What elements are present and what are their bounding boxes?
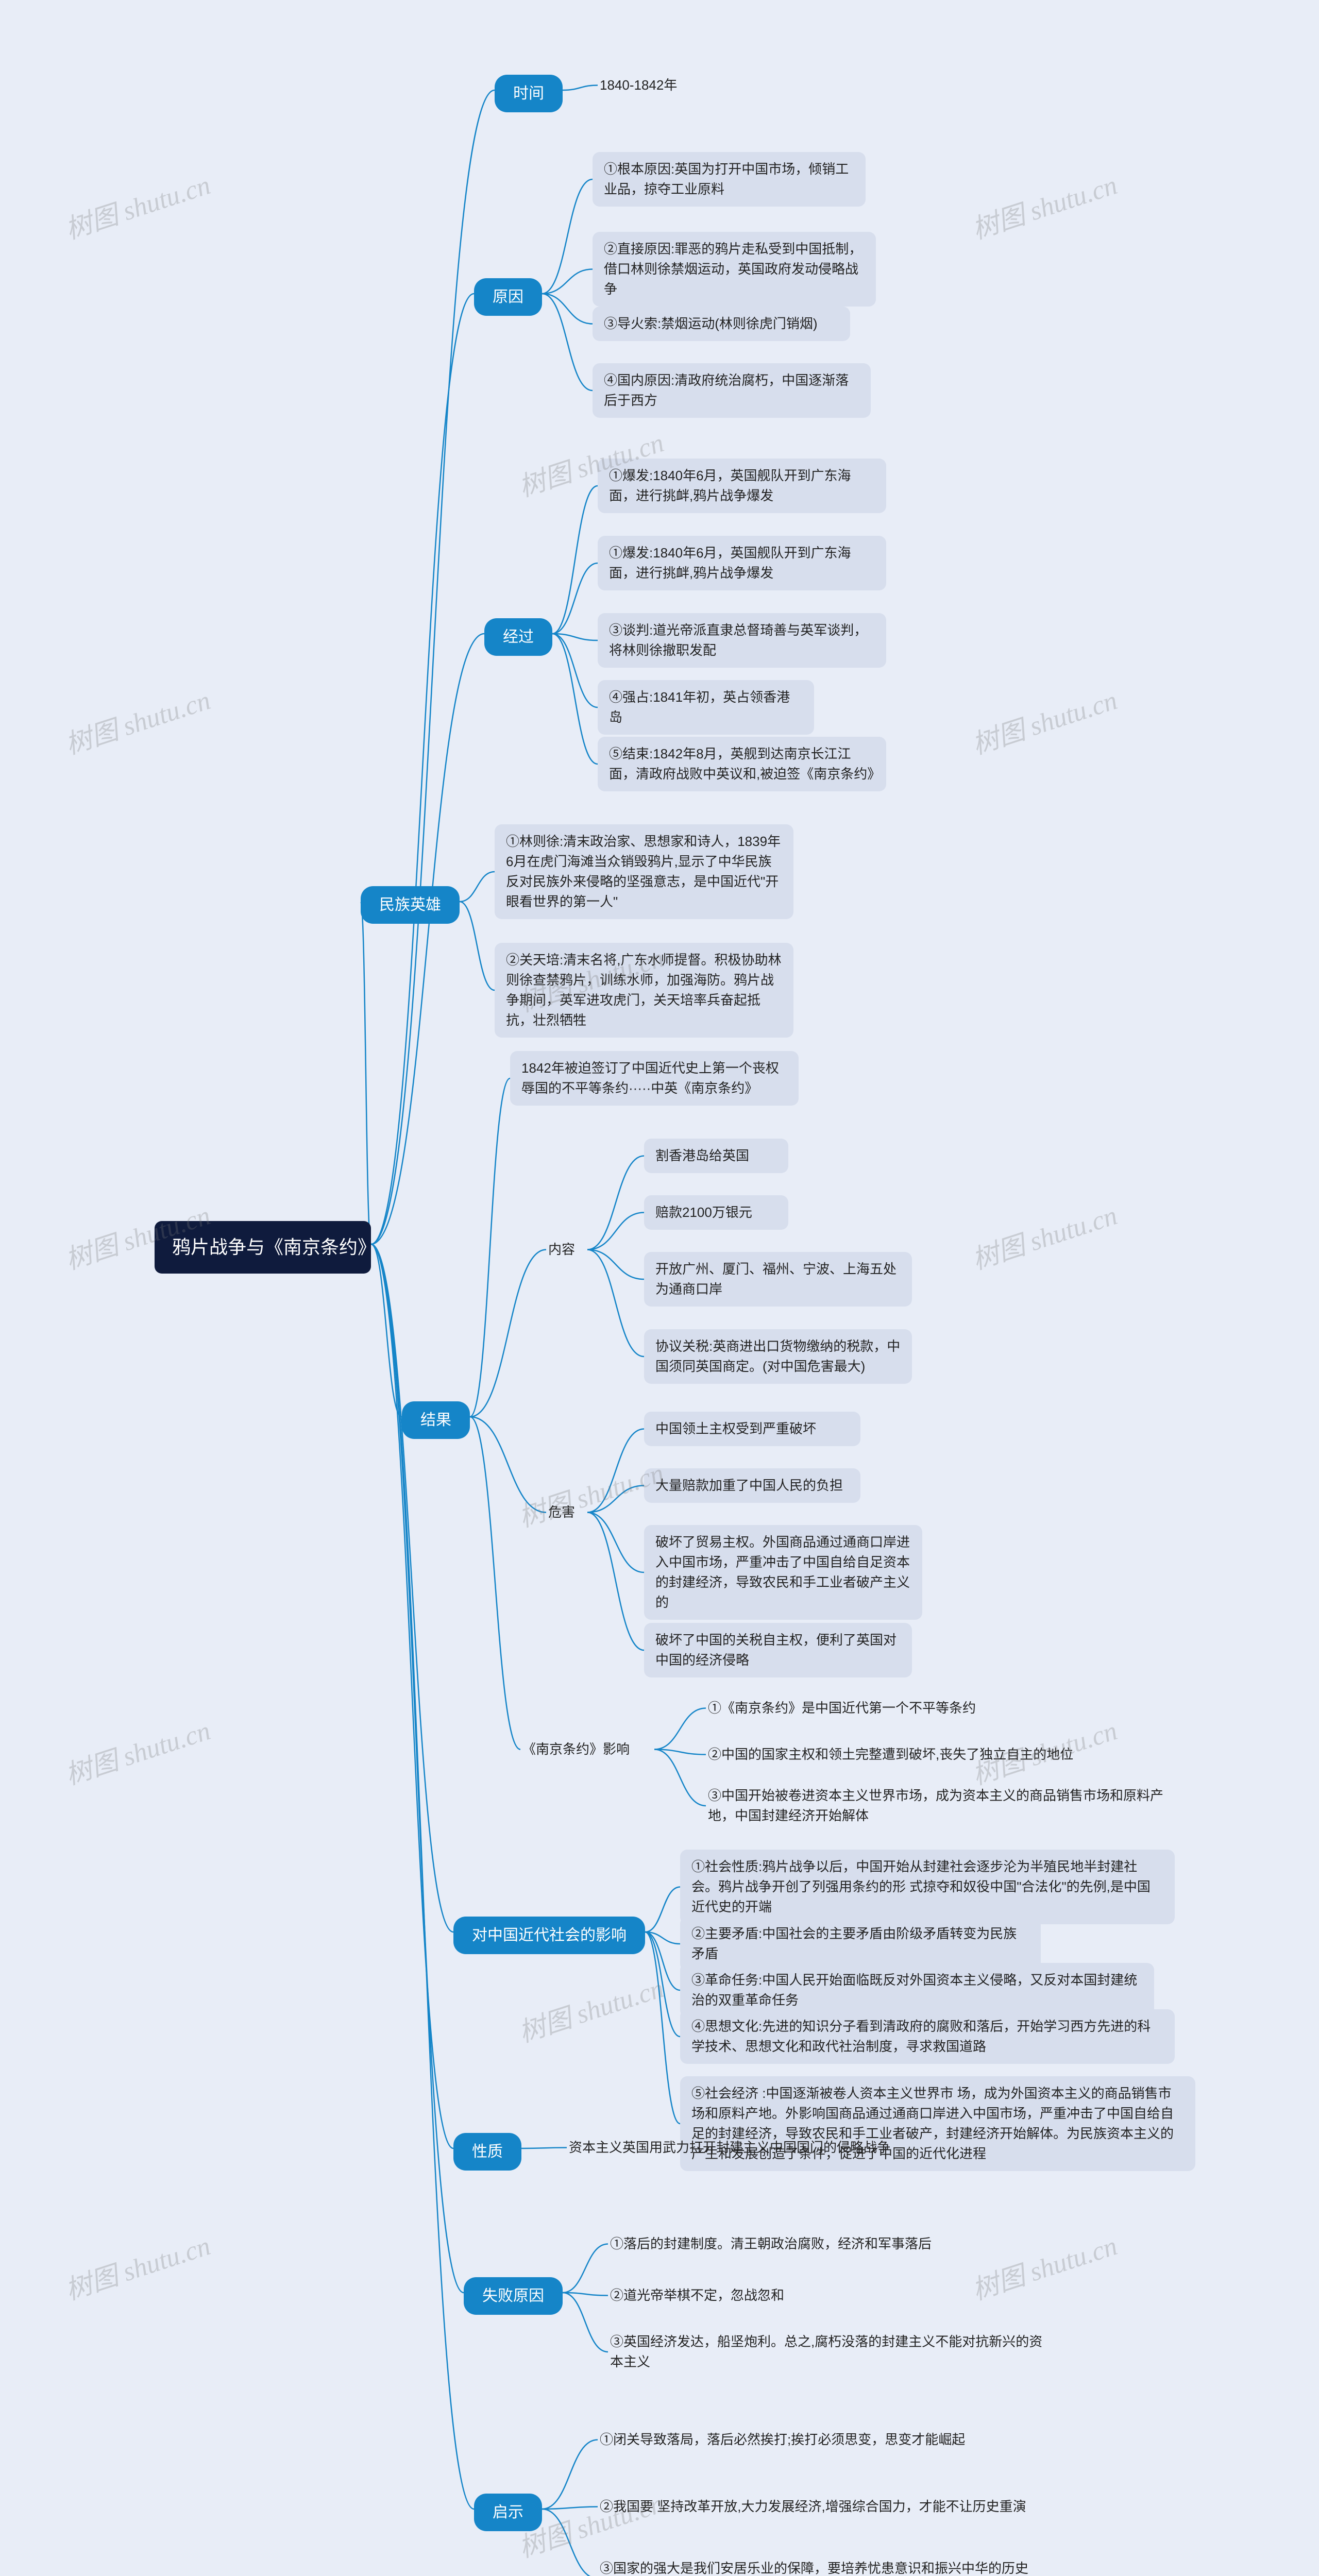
leaf-r_n4: 协议关税:英商进出口货物缴纳的税款，中国须同英国商定。(对中国危害最大)	[644, 1329, 912, 1384]
branch-cause: 原因	[474, 278, 542, 316]
branch-hero: 民族英雄	[361, 886, 460, 924]
watermark: 树图 shutu.cn	[60, 163, 215, 246]
leaf-l1: ①闭关导致落局，落后必然挨打;挨打必须思变，思变才能崛起	[598, 2427, 1010, 2453]
leaf-c4: ④国内原因:清政府统治腐朽，中国逐渐落后于西方	[593, 363, 871, 418]
watermark: 树图 shutu.cn	[967, 163, 1122, 246]
branch-fail: 失败原因	[464, 2277, 563, 2315]
branch-lesson: 启示	[474, 2494, 542, 2531]
watermark: 树图 shutu.cn	[967, 2224, 1122, 2307]
branch-proc: 经过	[484, 618, 552, 656]
watermark: 树图 shutu.cn	[60, 2224, 215, 2307]
leaf-r_wh: 危害	[546, 1499, 587, 1526]
leaf-r_y3: ③中国开始被卷进资本主义世界市场，成为资本主义的商品销售市场和原料产地，中国封建…	[706, 1783, 1170, 1829]
watermark: 树图 shutu.cn	[967, 679, 1122, 761]
leaf-r_n2: 赔款2100万银元	[644, 1195, 788, 1230]
leaf-r_w3: 破坏了贸易主权。外国商品通过通商口岸进入中国市场，严重冲击了中国自给自足资本的封…	[644, 1525, 922, 1620]
leaf-c1: ①根本原因:英国为打开中国市场，倾销工业品，掠夺工业原料	[593, 152, 866, 207]
leaf-r_nr: 内容	[546, 1236, 587, 1263]
leaf-r_y2: ②中国的国家主权和领土完整遭到破坏,丧失了独立自主的地位	[706, 1741, 1097, 1768]
branch-result: 结果	[402, 1401, 470, 1439]
leaf-r_y1: ①《南京条约》是中国近代第一个不平等条约	[706, 1695, 1015, 1721]
leaf-l3: ③国家的强大是我们安居乐业的保障，要培养忧患意识和振兴中华的历史使命感	[598, 2555, 1041, 2576]
leaf-i1: ①社会性质:鸦片战争以后，中国开始从封建社会逐步沦为半殖民地半封建社会。鸦片战争…	[680, 1850, 1175, 1924]
leaf-r_w4: 破坏了中国的关税自主权，便利了英国对中国的经济侵略	[644, 1623, 912, 1677]
leaf-r0: 1842年被迫签订了中国近代史上第一个丧权辱国的不平等条约·····中英《南京条…	[510, 1051, 799, 1106]
leaf-f2: ②道光帝举棋不定，忽战忽和	[608, 2282, 845, 2309]
leaf-h1: ①林则徐:清末政治家、思想家和诗人，1839年6月在虎门海滩当众销毁鸦片,显示了…	[495, 824, 793, 919]
leaf-p1: ①爆发:1840年6月，英国舰队开到广东海面，进行挑衅,鸦片战争爆发	[598, 459, 886, 513]
branch-impact: 对中国近代社会的影响	[453, 1917, 645, 1954]
leaf-f3: ③英国经济发达，船坚炮利。总之,腐朽没落的封建主义不能对抗新兴的资本主义	[608, 2329, 1051, 2375]
mindmap-canvas: 鸦片战争与《南京条约》 时间原因经过民族英雄结果对中国近代社会的影响性质失败原因启…	[0, 0, 1319, 2576]
leaf-p2: ①爆发:1840年6月，英国舰队开到广东海面，进行挑衅,鸦片战争爆发	[598, 536, 886, 590]
leaf-t1: 1840-1842年	[598, 72, 732, 98]
leaf-c3: ③导火索:禁烟运动(林则徐虎门销烟)	[593, 307, 850, 341]
leaf-r_yx: 《南京条约》影响	[520, 1736, 654, 1762]
leaf-c2: ②直接原因:罪恶的鸦片走私受到中国抵制，借口林则徐禁烟运动，英国政府发动侵略战争	[593, 232, 876, 307]
leaf-r_w1: 中国领土主权受到严重破坏	[644, 1412, 860, 1446]
leaf-r_w2: 大量赔款加重了中国人民的负担	[644, 1468, 860, 1503]
leaf-i4: ④思想文化:先进的知识分子看到清政府的腐败和落后，开始学习西方先进的科学技术、思…	[680, 2009, 1175, 2064]
branch-nature: 性质	[453, 2133, 521, 2171]
branch-time: 时间	[495, 75, 563, 112]
watermark: 树图 shutu.cn	[60, 679, 215, 761]
leaf-l2: ②我国要 坚持改革开放,大力发展经济,增强综合国力，才能不让历史重演	[598, 2494, 1041, 2520]
leaf-p5: ⑤结束:1842年8月，英舰到达南京长江江面，清政府战败中英议和,被迫签《南京条…	[598, 737, 886, 791]
watermark: 树图 shutu.cn	[967, 1194, 1122, 1277]
leaf-p4: ④强占:1841年初，英占领香港岛	[598, 680, 814, 735]
root-node: 鸦片战争与《南京条约》	[155, 1221, 371, 1274]
leaf-f1: ①落后的封建制度。清王朝政治腐败，经济和军事落后	[608, 2231, 969, 2257]
watermark: 树图 shutu.cn	[60, 1709, 215, 1792]
leaf-p3: ③谈判:道光帝派直隶总督琦善与英军谈判，将林则徐撤职发配	[598, 613, 886, 668]
watermark: 树图 shutu.cn	[513, 1967, 668, 2049]
leaf-h2: ②关天培:清末名将,广东水师提督。积极协助林则徐查禁鸦片，训练水师，加强海防。鸦…	[495, 943, 793, 1038]
leaf-r_n1: 割香港岛给英国	[644, 1139, 788, 1173]
leaf-n1: 资本主义英国用武力打开封建主义中国国门的侵略战争	[567, 2134, 927, 2161]
leaf-r_n3: 开放广州、厦门、福州、宁波、上海五处为通商口岸	[644, 1252, 912, 1307]
